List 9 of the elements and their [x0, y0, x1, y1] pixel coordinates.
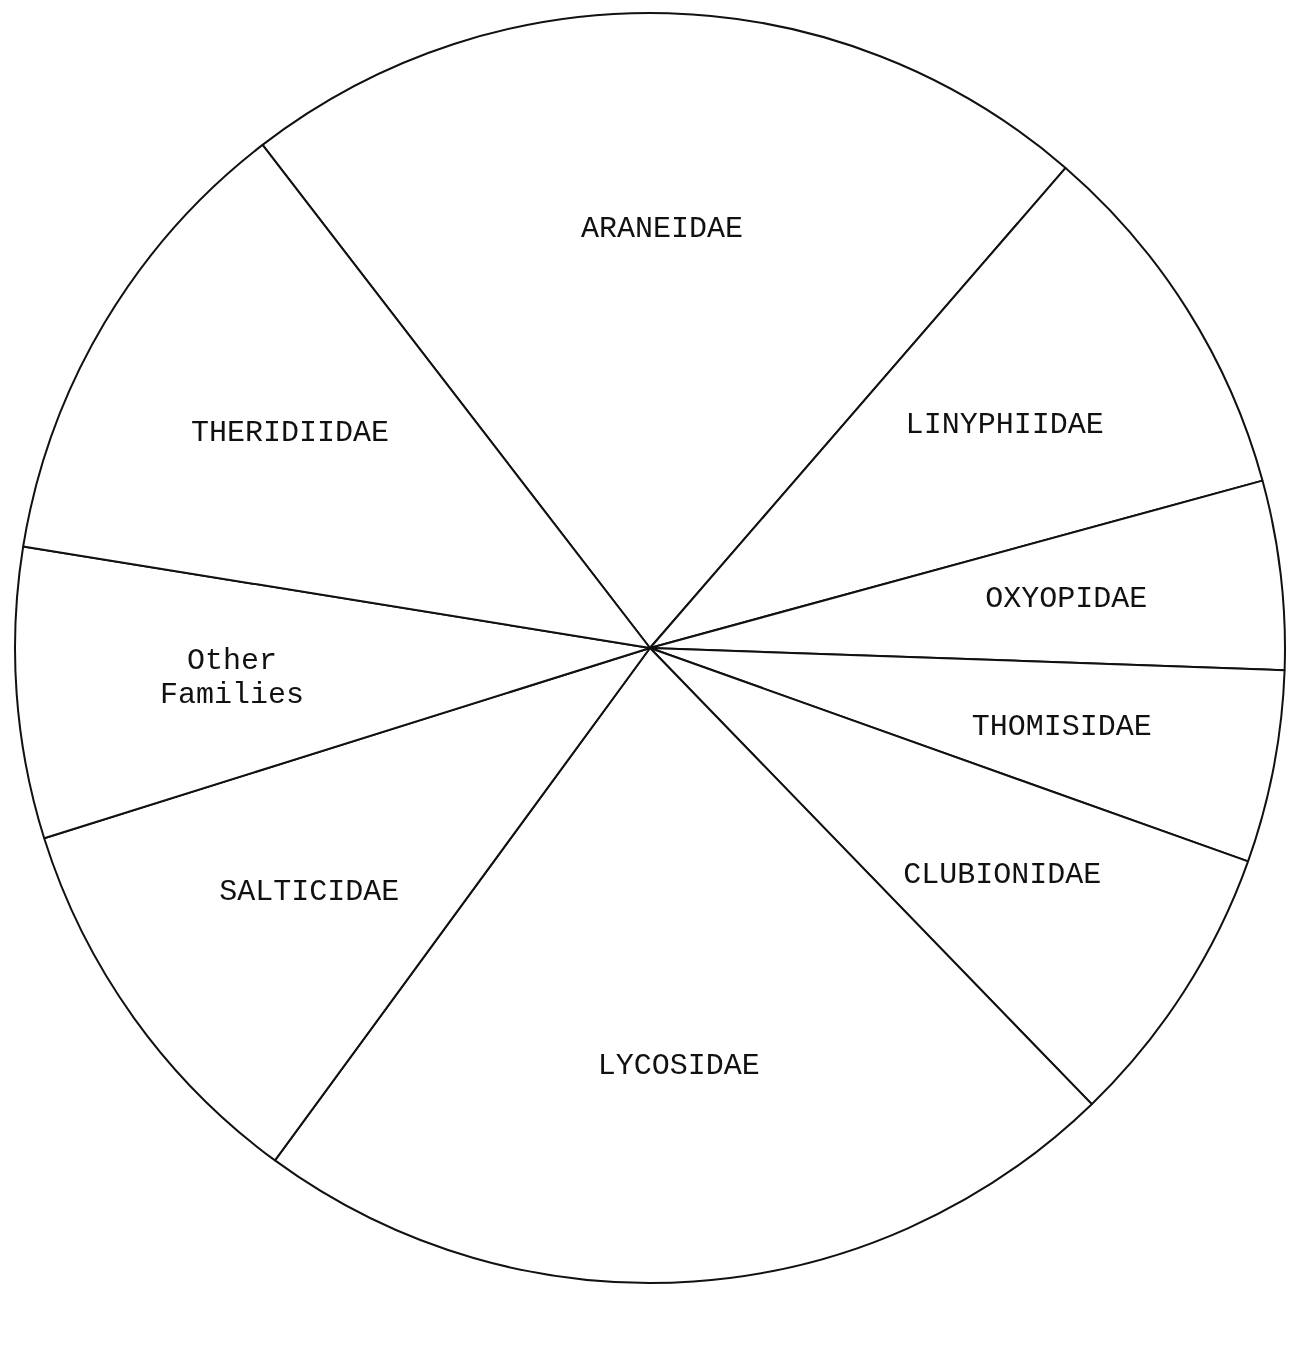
slice-label: THOMISIDAE [971, 709, 1152, 744]
slice-label: OXYOPIDAE [985, 582, 1148, 617]
slice-label: ARANEIDAE [580, 212, 744, 247]
slice-label: THERIDIIDAE [190, 416, 390, 451]
slice-label: SALTICIDAE [219, 875, 400, 910]
slice-label: CLUBIONIDAE [903, 857, 1102, 892]
slice-label: LINYPHIIDAE [905, 407, 1104, 442]
slice-label: LYCOSIDAE [597, 1049, 760, 1084]
slice-label: Other Families [159, 644, 304, 713]
